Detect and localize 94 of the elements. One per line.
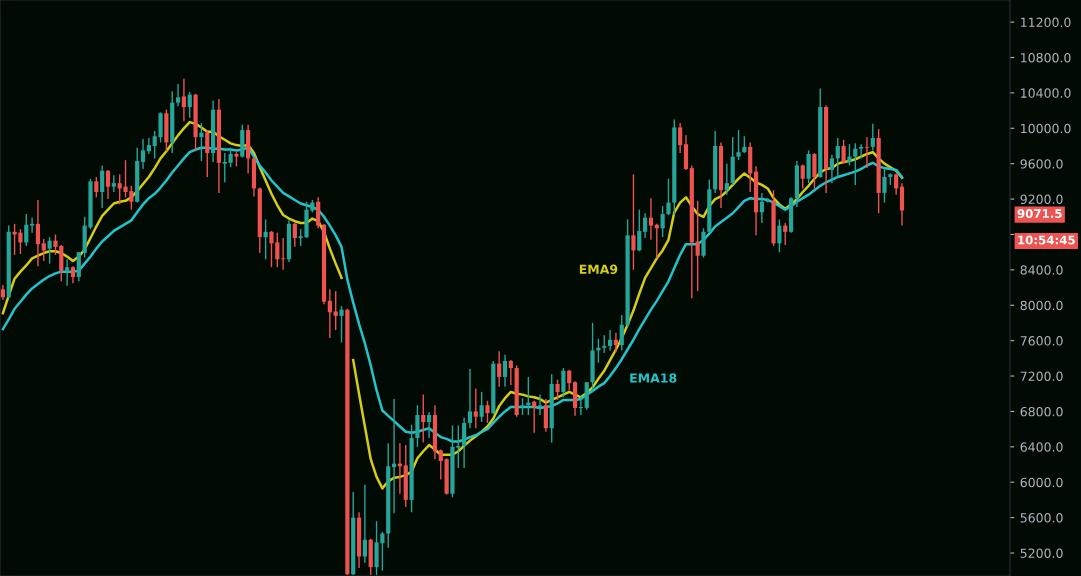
candlestick (222, 152, 227, 183)
candlestick (561, 367, 566, 398)
candlestick (853, 142, 858, 186)
candlestick (339, 305, 344, 344)
candlestick (140, 138, 146, 170)
series-label: EMA18 (630, 373, 677, 383)
candlestick (421, 393, 426, 444)
y-tick-label: 9600.0 (1020, 159, 1063, 169)
candlestick (870, 123, 875, 152)
candlestick (111, 174, 116, 193)
candlestick (613, 331, 619, 353)
candlestick (41, 238, 46, 262)
candlestick (678, 122, 683, 154)
candlestick (473, 387, 478, 429)
candlestick (205, 129, 210, 178)
candlestick (619, 314, 624, 352)
candlestick (24, 213, 29, 247)
y-tick-label: 5600.0 (1020, 513, 1063, 523)
candlestick (631, 173, 636, 271)
y-tick-label: 10400.0 (1021, 88, 1071, 98)
candlestick (181, 78, 186, 122)
candlestick (783, 222, 788, 246)
y-tick-label: 10800.0 (1021, 52, 1071, 63)
candlestick (327, 288, 332, 339)
text: EMA9 (579, 264, 618, 274)
candlestick (65, 258, 70, 287)
candlestick (228, 147, 233, 168)
candlestick (333, 290, 338, 331)
candlestick (479, 391, 484, 423)
y-tick-label: 6400.0 (1020, 442, 1063, 452)
candlestick (660, 205, 665, 238)
candlestick (899, 182, 905, 227)
candlestick (724, 162, 729, 196)
y-tick-label: 6800.0 (1020, 406, 1063, 417)
y-tick-label: 7200.0 (1020, 371, 1063, 381)
candlestick (648, 197, 654, 241)
candlestick (146, 137, 151, 155)
candlestick (537, 393, 543, 416)
y-tick-label: 9200.0 (1020, 194, 1063, 205)
candlestick (263, 218, 268, 260)
y-tick-label: 7600.0 (1020, 336, 1063, 346)
y-tick-label: 5200.0 (1020, 548, 1063, 558)
y-tick-label: 8000.0 (1020, 300, 1063, 311)
candlestick (35, 199, 41, 268)
candlestick (578, 395, 583, 416)
candlestick (199, 122, 204, 162)
text: 10:54:45 (1018, 235, 1075, 245)
candlestick (835, 137, 840, 178)
candlestick (30, 216, 35, 234)
candlestick (543, 398, 548, 433)
candlestick (637, 209, 642, 252)
candlestick (502, 354, 508, 388)
candlestick (736, 129, 741, 161)
candlestick (864, 136, 870, 169)
candlestick (567, 369, 572, 391)
candlestick (596, 338, 601, 364)
candlestick (438, 448, 443, 481)
candlestick (812, 152, 817, 190)
candlestick (292, 222, 297, 248)
candlestick (175, 83, 181, 107)
candlestick (829, 154, 835, 184)
text: 9071.5 (1017, 209, 1062, 219)
candlestick (427, 411, 432, 439)
candlestick (532, 400, 537, 434)
candlestick (281, 237, 286, 271)
candlestick (316, 196, 321, 229)
y-tick-label: 11200.0 (1021, 17, 1071, 28)
candlestick (497, 350, 502, 388)
candlestick (362, 484, 367, 564)
y-tick-label: 10000.0 (1021, 123, 1071, 134)
candlestick (777, 218, 782, 253)
candlestick (666, 178, 671, 216)
candlestick (607, 329, 613, 352)
candlestick (555, 378, 560, 401)
candlestick (695, 200, 700, 292)
candlestick (701, 227, 706, 259)
candlestick (894, 172, 899, 196)
candlestick (462, 416, 467, 469)
candlestick (47, 236, 52, 265)
candlestick (415, 404, 420, 448)
candlestick (467, 368, 473, 429)
candlestick (882, 167, 887, 204)
candlestick (841, 139, 846, 165)
candlestick (187, 91, 192, 119)
candlestick (643, 212, 648, 239)
candlestick (94, 176, 99, 199)
candlestick (859, 143, 864, 160)
y-tick-label: 8400.0 (1020, 265, 1063, 275)
candlestick (105, 169, 111, 200)
candlestick (485, 400, 490, 424)
candlestick (100, 164, 105, 209)
candlestick (847, 143, 852, 167)
y-tick-label: 6000.0 (1020, 477, 1063, 488)
candlestick (508, 359, 513, 386)
